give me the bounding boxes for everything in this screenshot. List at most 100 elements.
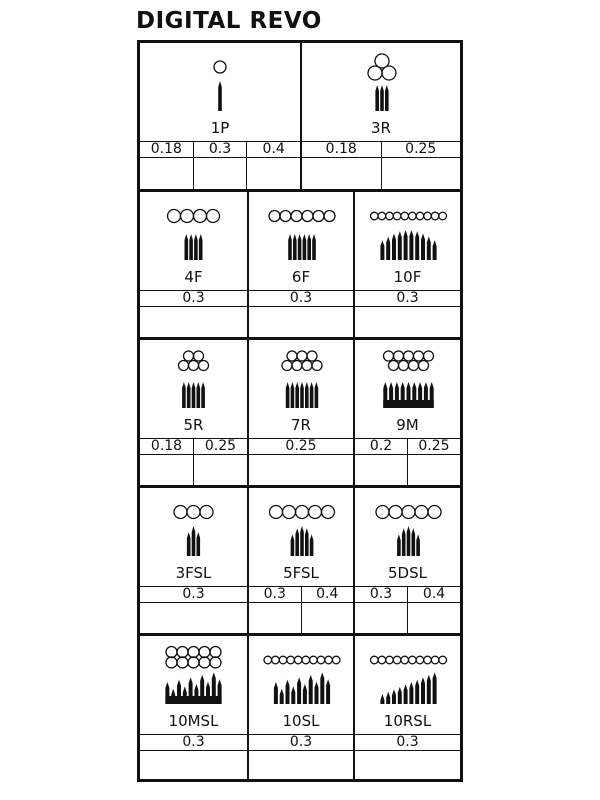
needle-circle bbox=[375, 504, 390, 520]
needle-circle bbox=[324, 655, 334, 665]
needle-circle bbox=[286, 655, 296, 665]
needle-label: 1P bbox=[210, 119, 230, 137]
size-row: 0.3 bbox=[140, 734, 247, 751]
size-row: 0.18 0.25 bbox=[302, 141, 460, 158]
needle-circle bbox=[407, 211, 417, 221]
needle-tip bbox=[401, 528, 406, 556]
needle-tip bbox=[186, 532, 191, 556]
needle-cell: 6F 0.3 bbox=[247, 192, 353, 337]
blank-cell bbox=[355, 751, 460, 784]
needle-cell: 3FSL 0.3 bbox=[140, 488, 247, 633]
needle-size: 0.3 bbox=[182, 586, 205, 602]
needle-circle bbox=[402, 350, 415, 362]
size-row: 0.3 0.4 bbox=[249, 586, 353, 603]
round-liner-3-icon bbox=[367, 53, 397, 111]
needle-size: 0.3 bbox=[182, 290, 205, 306]
needle-tip bbox=[290, 382, 295, 408]
needle-tip bbox=[409, 682, 414, 704]
blank-cell bbox=[380, 158, 461, 191]
needle-size: 0.3 bbox=[396, 290, 419, 306]
needle-tip bbox=[285, 382, 290, 408]
needle-cell: 1P 0.18 0.3 0.4 bbox=[140, 43, 300, 191]
needle-size: 0.25 bbox=[407, 439, 460, 454]
needle-tip bbox=[385, 85, 389, 111]
needle-size: 0.4 bbox=[246, 142, 300, 157]
needle-circle bbox=[320, 504, 336, 520]
needle-tip bbox=[380, 85, 384, 111]
needle-tip bbox=[297, 677, 302, 704]
needle-tip bbox=[285, 679, 290, 704]
needle-tip bbox=[406, 526, 411, 556]
needle-tip bbox=[426, 236, 431, 260]
needle-tip bbox=[295, 382, 299, 408]
needle-circle bbox=[166, 208, 182, 224]
needle-tip bbox=[314, 382, 319, 408]
needle-circle bbox=[186, 504, 201, 520]
blank-cell bbox=[355, 455, 407, 488]
size-row: 0.3 bbox=[249, 290, 353, 307]
blank-row bbox=[249, 455, 353, 488]
needle-cell: 5R 0.18 0.25 bbox=[140, 340, 247, 488]
needle-circle bbox=[293, 655, 303, 665]
needle-tip bbox=[302, 684, 307, 704]
needle-tip bbox=[386, 236, 391, 260]
needle-tip bbox=[288, 234, 292, 260]
needle-circle bbox=[423, 655, 432, 665]
needle-row: 5R 0.18 0.25 7R 0.25 9M 0.2 0.25 bbox=[140, 337, 460, 488]
needle-circle bbox=[374, 53, 390, 69]
needle-size: 0.2 bbox=[369, 438, 393, 454]
needle-circle bbox=[209, 645, 222, 659]
round-7-icon bbox=[281, 350, 323, 408]
needle-label: 7R bbox=[291, 416, 311, 434]
needle-tip bbox=[314, 681, 319, 704]
needle-size: 0.18 bbox=[150, 438, 183, 454]
needle-circle bbox=[281, 504, 297, 520]
needle-circle bbox=[187, 645, 200, 659]
needle-cell: 10MSL 0.3 bbox=[140, 636, 247, 781]
needle-tip bbox=[191, 526, 196, 556]
blank-row bbox=[355, 307, 460, 340]
needle-tip bbox=[397, 686, 402, 704]
needle-cell: 10F 0.3 bbox=[353, 192, 460, 337]
needle-cell: 5DSL 0.3 0.4 bbox=[353, 488, 460, 636]
needle-circle bbox=[268, 209, 281, 223]
needle-cell: 7R 0.25 bbox=[247, 340, 353, 485]
blank-cell bbox=[300, 603, 354, 636]
blank-cell bbox=[140, 603, 247, 636]
blank-cell bbox=[246, 158, 300, 191]
needle-circle bbox=[286, 350, 298, 362]
needle-circle bbox=[198, 645, 211, 659]
needle-circle bbox=[422, 350, 435, 362]
needle-circle bbox=[438, 211, 448, 221]
magnum-shader-10-icon bbox=[165, 645, 222, 704]
needle-circle bbox=[382, 350, 395, 362]
size-row: 0.3 bbox=[355, 734, 460, 751]
needle-circle bbox=[385, 655, 394, 665]
needle-tip bbox=[397, 231, 402, 260]
needle-circle bbox=[209, 656, 222, 669]
needle-tip bbox=[201, 382, 205, 408]
size-row: 0.18 0.25 bbox=[140, 438, 247, 455]
blank-row bbox=[355, 603, 460, 636]
needle-tip bbox=[415, 231, 420, 260]
needle-circle bbox=[397, 359, 410, 372]
needle-circle bbox=[177, 359, 190, 372]
needle-cell: 9M 0.2 0.25 bbox=[353, 340, 460, 488]
needle-circle bbox=[369, 211, 379, 221]
needle-circle bbox=[213, 60, 227, 74]
blank-cell bbox=[407, 455, 460, 488]
blank-row bbox=[140, 455, 247, 488]
needle-label: 3R bbox=[371, 119, 391, 137]
needle-circle bbox=[427, 504, 442, 520]
needle-tip bbox=[184, 234, 189, 260]
needle-size: 0.3 bbox=[192, 142, 247, 157]
needle-tip bbox=[273, 682, 278, 704]
needle-circle bbox=[415, 655, 425, 665]
size-row: 0.3 bbox=[140, 290, 247, 307]
single-point-needle-icon bbox=[213, 60, 227, 111]
needle-row: 4F 0.3 6F 0.3 10F 0.3 bbox=[140, 189, 460, 337]
needle-circle bbox=[385, 211, 394, 221]
needle-tip bbox=[309, 382, 314, 408]
needle-label: 10RSL bbox=[383, 712, 432, 730]
needle-circle bbox=[407, 359, 420, 372]
